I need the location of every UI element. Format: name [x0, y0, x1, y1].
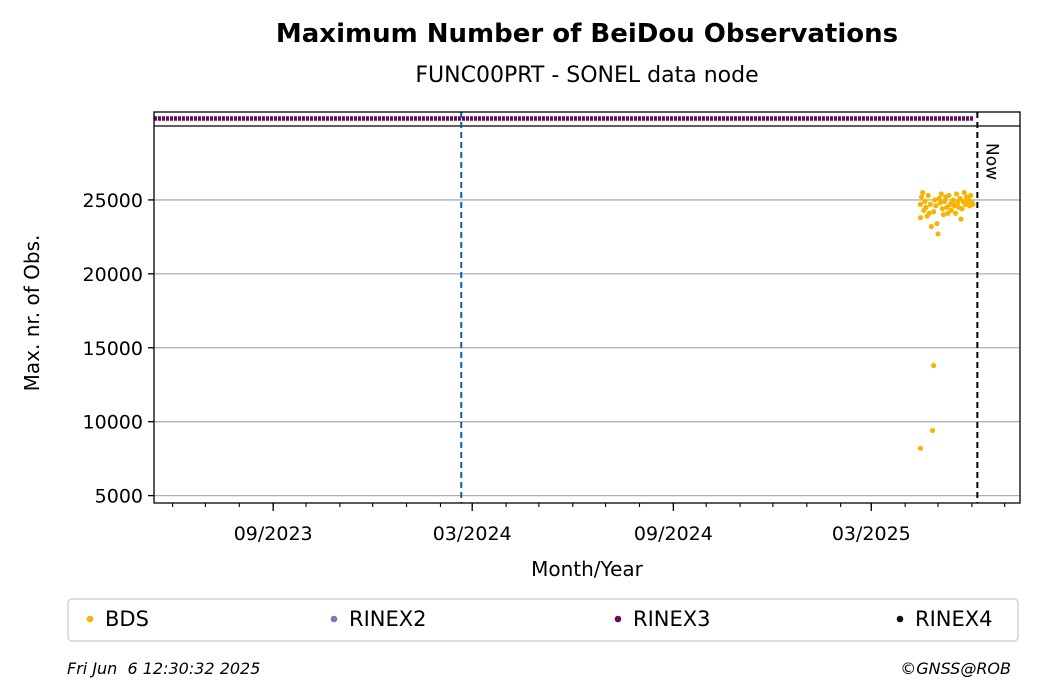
data-point [927, 201, 933, 207]
legend: BDS RINEX2 RINEX3 RINEX4 [86, 607, 993, 631]
rinex3-band [154, 116, 1020, 127]
data-point [934, 220, 940, 227]
chart-title: Maximum Number of BeiDou Observations [276, 19, 898, 49]
data-point [933, 203, 939, 209]
data-point [917, 445, 924, 451]
data-point [936, 195, 942, 202]
x-tick-label: 03/2024 [433, 523, 512, 545]
data-point [937, 200, 943, 206]
data-point [917, 215, 924, 221]
legend-label: RINEX4 [915, 607, 993, 631]
data-point [929, 427, 936, 434]
data-point [955, 200, 961, 206]
x-tick-label: 09/2023 [234, 523, 313, 545]
data-point [931, 209, 937, 215]
data-point [926, 210, 932, 216]
data-point [938, 191, 944, 197]
data-points [917, 189, 976, 451]
y-axis-label: Max. nr. of Obs. [20, 235, 44, 392]
y-tick-label: 15000 [83, 338, 143, 360]
data-point [959, 206, 965, 212]
footer-credit: ©GNSS@ROB [900, 659, 1011, 678]
legend-label: RINEX3 [633, 607, 711, 631]
data-point [961, 189, 967, 196]
data-point [952, 210, 959, 216]
data-point [953, 191, 960, 197]
data-point [939, 206, 945, 212]
data-point [946, 192, 952, 199]
data-point [941, 198, 948, 204]
y-tick-label: 25000 [83, 190, 143, 212]
x-tick-label: 03/2025 [832, 523, 911, 545]
data-point [968, 192, 974, 199]
data-point [923, 204, 929, 210]
data-point [940, 212, 947, 218]
data-point [922, 198, 928, 204]
legend-label: RINEX2 [349, 607, 427, 631]
data-point [958, 216, 964, 222]
data-point [925, 192, 931, 199]
footer-timestamp: Fri Jun 6 12:30:32 2025 [67, 659, 260, 678]
data-point [917, 201, 924, 207]
x-tick-label: 09/2024 [634, 523, 713, 545]
legend-marker [896, 615, 904, 623]
data-point [935, 231, 941, 237]
data-point [932, 197, 938, 203]
reference-lines: Now [460, 112, 1001, 503]
x-axis: 09/2023 03/2024 09/2024 03/2025 [172, 503, 1006, 545]
chart-subtitle: FUNC00PRT - SONEL data node [415, 63, 758, 88]
plot-frame [153, 111, 1021, 504]
data-point [950, 197, 956, 203]
now-label: Now [981, 143, 1001, 180]
y-axis: 5000 10000 15000 20000 25000 [83, 190, 154, 508]
data-point [928, 223, 935, 230]
data-point [948, 207, 954, 213]
y-tick-label: 20000 [83, 264, 143, 286]
y-tick-label: 5000 [95, 486, 143, 508]
legend-box [67, 598, 1019, 642]
y-tick-label: 10000 [83, 412, 143, 434]
data-point [918, 194, 925, 200]
data-point [931, 362, 937, 369]
legend-marker [614, 615, 622, 623]
legend-marker [330, 615, 338, 623]
grid-lines [154, 199, 1020, 497]
data-point [920, 189, 926, 196]
data-point [970, 201, 976, 207]
legend-marker [86, 615, 94, 623]
x-axis-label: Month/Year [531, 557, 644, 581]
legend-label: BDS [105, 607, 149, 631]
